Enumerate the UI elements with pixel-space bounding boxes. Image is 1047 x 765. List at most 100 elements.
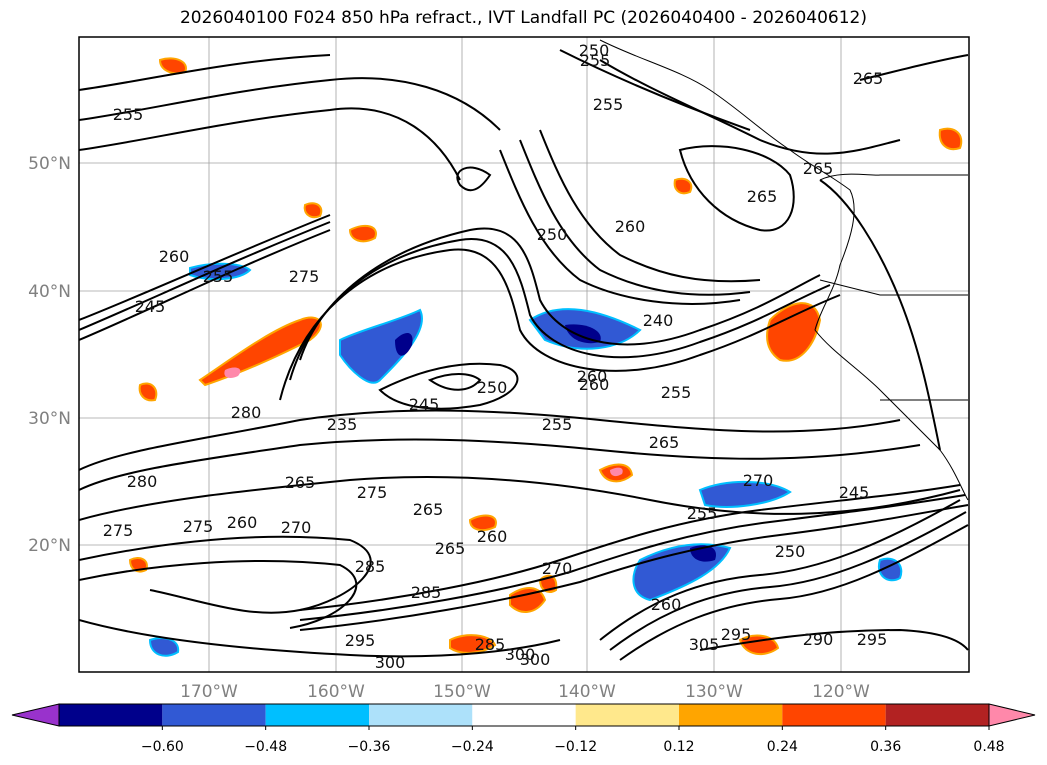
colorbar-segment: [265, 704, 369, 726]
contour-label: 300: [375, 653, 406, 672]
contour-label: 280: [231, 403, 262, 422]
contour-line: [678, 145, 795, 232]
contour-line: [79, 107, 461, 181]
lon-tick-label: 160°W: [307, 682, 365, 702]
positive-anomaly-region: [224, 367, 241, 378]
colorbar-tick-label: −0.36: [348, 739, 391, 755]
colorbar-tick-label: 0.24: [767, 739, 798, 755]
contour-label: 270: [743, 471, 774, 490]
lat-tick-label: 20°N: [28, 536, 71, 556]
colorbar-segment: [679, 704, 783, 726]
contour-line: [79, 535, 372, 614]
colorbar-tick-label: −0.48: [244, 739, 287, 755]
lon-tick-label: 170°W: [180, 682, 238, 702]
contour-line: [599, 499, 961, 641]
contour-label: 275: [183, 517, 214, 536]
contour-line: [79, 475, 961, 521]
colorbar-segment: [472, 704, 576, 726]
lat-tick-label: 40°N: [28, 282, 71, 302]
contour-line: [299, 504, 969, 631]
border-path: [819, 173, 968, 181]
contour-label: 265: [649, 433, 680, 452]
contour-labels: 2552552552652652602602652552502602452402…: [103, 41, 888, 672]
contour-label: 260: [651, 595, 682, 614]
contour-label: 295: [721, 625, 752, 644]
contour-line: [859, 54, 969, 81]
contour-line: [79, 77, 501, 131]
contour-label: 255: [580, 51, 611, 70]
contour-label: 260: [579, 375, 610, 394]
contour-label: 265: [285, 473, 316, 492]
colorbar-segment: [369, 704, 473, 726]
contour-label: 300: [520, 650, 551, 669]
contour-label: 265: [853, 69, 884, 88]
contour-line: [299, 227, 821, 361]
contour-label: 240: [643, 311, 674, 330]
colorbar: −0.60 −0.48 −0.36 −0.24 −0.12 0.12 0.24 0.36 0.4…: [11, 703, 1036, 755]
contour-line: [79, 54, 331, 91]
contour-label: 265: [435, 539, 466, 558]
contour-label: 265: [803, 159, 834, 178]
border-path: [819, 279, 968, 296]
contour-label: 245: [135, 297, 166, 316]
contour-label: 245: [839, 483, 870, 502]
contour-label: 250: [537, 225, 568, 244]
positive-anomaly-region: [673, 177, 693, 195]
colorbar-tick-label: −0.60: [141, 739, 184, 755]
latitude-labels: 50°N 40°N 30°N 20°N: [28, 154, 71, 556]
contour-label: 255: [687, 504, 718, 523]
lon-tick-label: 130°W: [685, 682, 743, 702]
contour-label: 280: [127, 472, 158, 491]
negative-anomaly-region: [395, 333, 413, 356]
map-area: 2552552552652652602602652552502602452402…: [79, 37, 969, 672]
lon-tick-label: 120°W: [812, 682, 870, 702]
contour-label: 260: [615, 217, 646, 236]
contour-label: 295: [857, 630, 888, 649]
contour-label: 255: [593, 95, 624, 114]
contour-line: [289, 238, 831, 381]
colorbar-tick-label: 0.36: [870, 739, 901, 755]
contour-label: 305: [689, 635, 720, 654]
contour-line: [609, 511, 967, 651]
contour-line: [79, 229, 331, 341]
colorbar-tick-label: −0.12: [554, 739, 597, 755]
contour-line: [79, 409, 901, 471]
positive-anomaly-region: [509, 587, 547, 613]
lat-tick-label: 50°N: [28, 154, 71, 174]
chart-title: 2026040100 F024 850 hPa refract., IVT La…: [179, 8, 867, 28]
positive-anomaly-region: [938, 127, 963, 150]
contour-line: [619, 524, 969, 661]
colorbar-frame: [58, 703, 990, 727]
contour-line: [519, 139, 751, 296]
contour-line: [79, 214, 331, 321]
contour-line: [279, 248, 841, 401]
contour-line: [299, 484, 961, 611]
contour-label: 275: [289, 267, 320, 286]
contour-line: [79, 619, 561, 658]
negative-anomaly-region: [339, 308, 423, 384]
contour-label: 270: [281, 518, 312, 537]
positive-anomaly-region: [348, 224, 377, 243]
contour-line: [79, 438, 921, 491]
colorbar-segment: [885, 704, 989, 726]
contour-label: 260: [577, 367, 608, 386]
contour-label: 260: [159, 247, 190, 266]
negative-anomaly-region: [698, 481, 792, 508]
colorbar-segment: [59, 704, 163, 726]
negative-anomaly-region: [565, 324, 601, 344]
colorbar-segment: [782, 704, 886, 726]
colorbar-extend-min: [11, 703, 60, 727]
contour-label: 260: [227, 513, 258, 532]
contour-line: [699, 628, 969, 651]
contour-line: [427, 373, 482, 391]
contour-line: [299, 494, 966, 621]
colorbar-segment: [575, 704, 679, 726]
colorbar-segment: [162, 704, 266, 726]
map-frame: [78, 36, 970, 673]
contour-line: [599, 59, 901, 155]
contour-label: 255: [113, 105, 144, 124]
contour-label: 250: [579, 41, 610, 60]
contour-label: 290: [803, 630, 834, 649]
longitude-labels: 170°W 160°W 150°W 140°W 130°W 120°W: [180, 682, 870, 702]
